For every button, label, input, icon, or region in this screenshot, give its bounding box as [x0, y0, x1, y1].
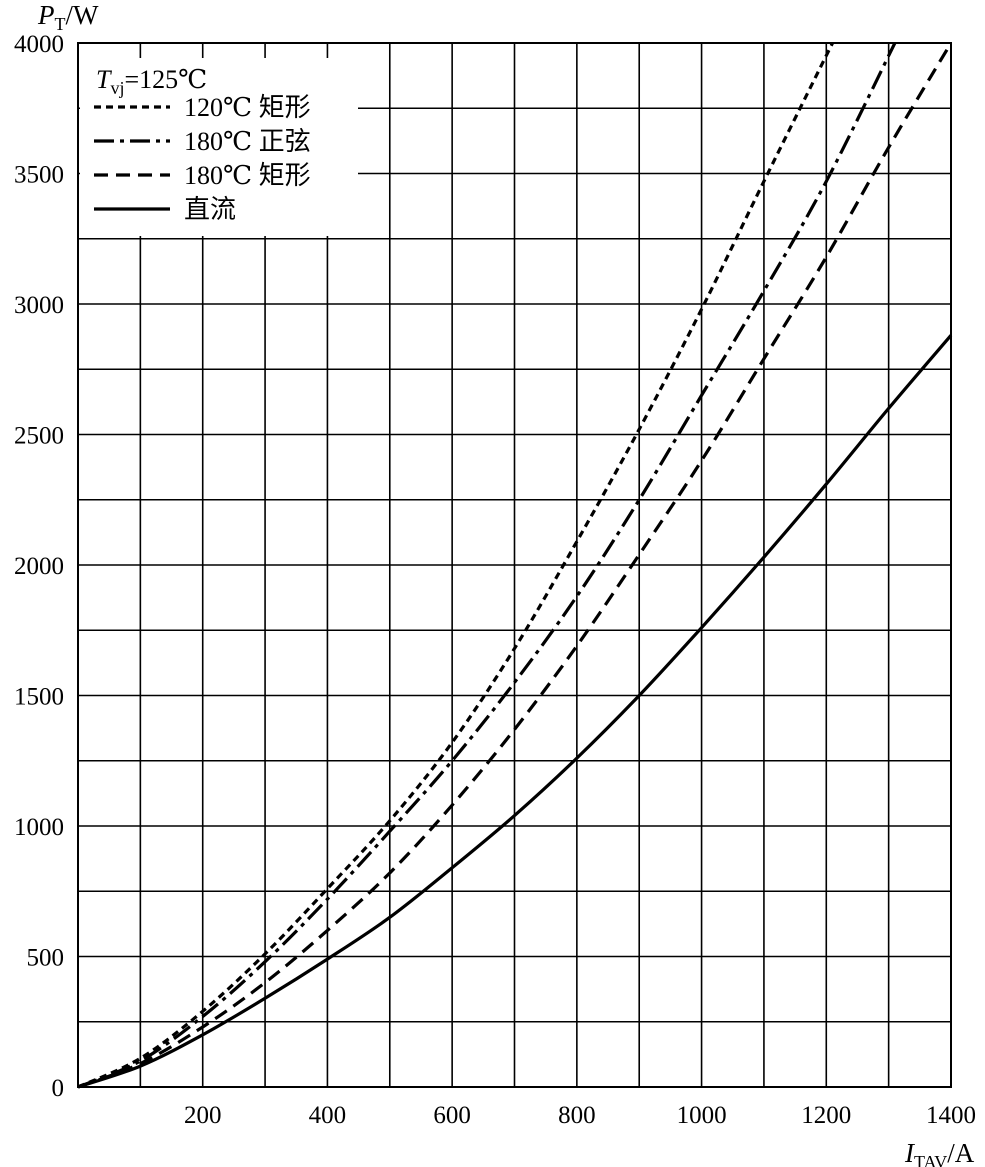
y-tick-label: 3500 — [14, 162, 64, 189]
legend-label-2: 180℃ 正弦 — [184, 127, 311, 156]
grid — [78, 43, 951, 1087]
series-line-3 — [77, 42, 953, 1089]
legend-title: Tvj=125℃ — [96, 65, 207, 98]
y-tick-label: 3000 — [14, 292, 64, 319]
y-tick-labels: 0 500 1000 1500 2000 2500 3000 3500 4000 — [14, 31, 64, 1102]
plot-frame — [77, 42, 952, 1088]
x-tick-label: 1000 — [677, 1102, 727, 1129]
legend-background — [80, 58, 358, 236]
y-tick-label: 2000 — [14, 553, 64, 580]
x-tick-label: 600 — [433, 1102, 471, 1129]
y-tick-label: 0 — [52, 1075, 65, 1102]
series-line-1 — [77, 42, 834, 1089]
x-tick-label: 1200 — [801, 1102, 851, 1129]
y-tick-label: 500 — [27, 945, 65, 972]
y-tick-label: 1000 — [14, 814, 64, 841]
y-axis-title: PT/W — [37, 0, 99, 34]
x-tick-labels: 200 400 600 800 1000 1200 1400 — [184, 1102, 976, 1129]
y-tick-label: 2500 — [14, 423, 64, 450]
y-tick-label: 1500 — [14, 684, 64, 711]
legend-label-4: 直流 — [184, 195, 236, 224]
legend-label-3: 180℃ 矩形 — [184, 161, 311, 190]
x-tick-label: 400 — [309, 1102, 347, 1129]
x-tick-label: 800 — [558, 1102, 596, 1129]
y-tick-label: 4000 — [14, 31, 64, 58]
series-line-4 — [77, 334, 953, 1089]
legend-label-1: 120℃ 矩形 — [184, 93, 311, 122]
x-tick-label: 200 — [184, 1102, 222, 1129]
series-line-2 — [77, 42, 897, 1089]
x-axis-title: ITAV/A — [904, 1138, 975, 1167]
x-tick-label: 1400 — [926, 1102, 976, 1129]
series-lines — [77, 42, 953, 1089]
